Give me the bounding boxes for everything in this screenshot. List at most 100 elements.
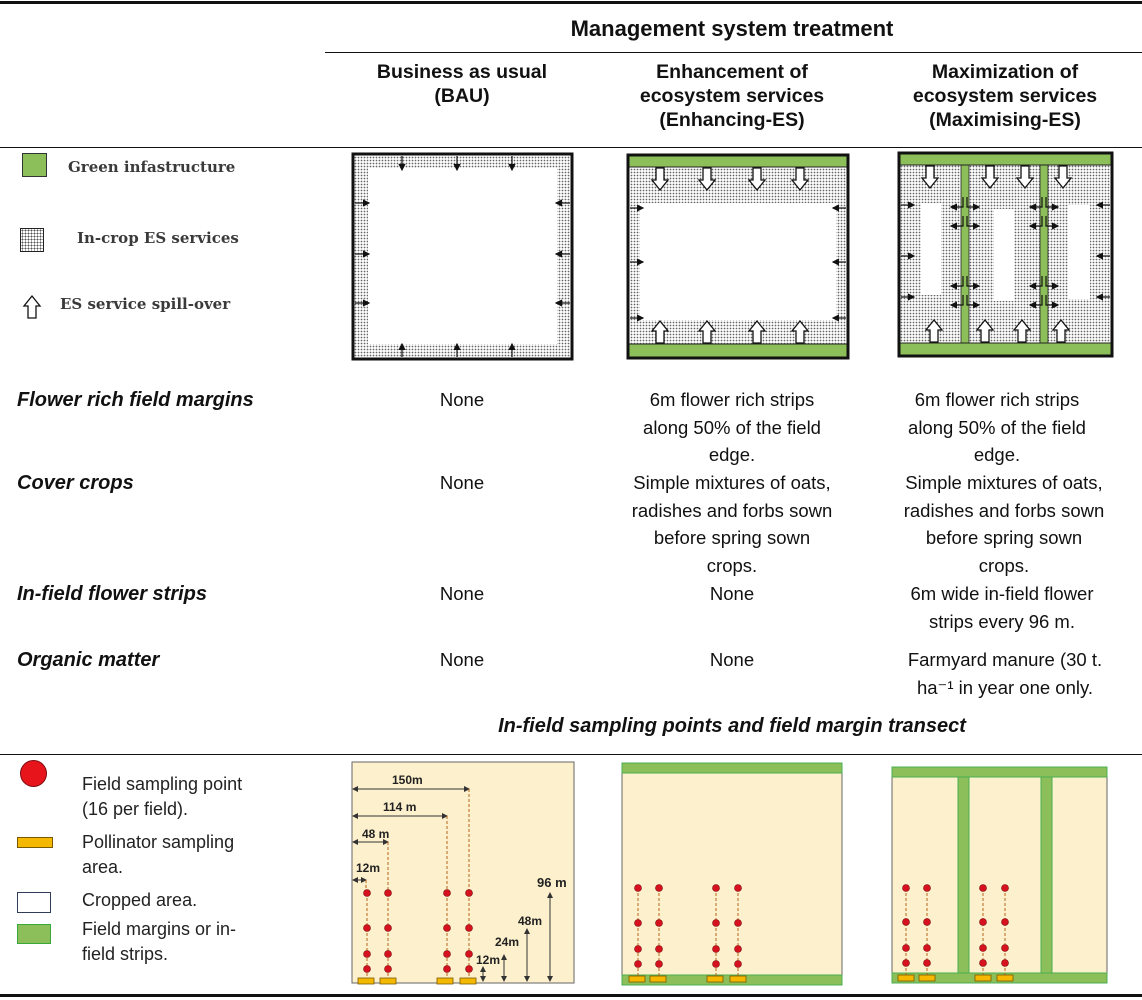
- bau-sampling-diagram: [351, 761, 575, 985]
- field-sampling-point: [443, 965, 451, 973]
- pollinator-sampling-area: [357, 977, 375, 985]
- cropped-area-swatch: [17, 892, 51, 913]
- field-sampling-point: [655, 945, 663, 953]
- header-rule: [0, 147, 1142, 148]
- pollinator-sampling-area: [897, 974, 915, 982]
- branch-arrow-icon: [966, 276, 981, 290]
- field-sampling-point: [465, 924, 473, 932]
- field-sampling-point: [363, 889, 371, 897]
- field-sampling-point: [1001, 918, 1009, 926]
- legend-field-margins: Field margins or in- field strips.: [82, 919, 237, 964]
- maximising-sampling-diagram: [891, 766, 1108, 984]
- legend-green-infrastructure: Green infastructure: [68, 158, 236, 176]
- green-infrastructure-swatch: [22, 153, 47, 177]
- field-sampling-point: [734, 919, 742, 927]
- field-sampling-point: [923, 884, 931, 892]
- dim-label-v96m: 96 m: [537, 875, 567, 890]
- field-sampling-point: [384, 950, 392, 958]
- field-sampling-point: [634, 960, 642, 968]
- cell: Farmyard manure (30 t. ha⁻¹ in year one …: [907, 649, 1103, 698]
- field-sampling-point: [1001, 884, 1009, 892]
- dim-label-v12m: 12m: [476, 953, 500, 967]
- pollinator-sampling-area: [628, 975, 646, 983]
- branch-arrow-icon: [1028, 216, 1043, 230]
- field-sampling-point: [655, 960, 663, 968]
- cell: Simple mixtures of oats, radishes and fo…: [903, 472, 1105, 576]
- pollinator-sampling-area: [379, 977, 397, 985]
- branch-arrow-icon: [1045, 295, 1060, 309]
- table-title: Management system treatment: [570, 16, 894, 41]
- dim-label-12m: 12m: [356, 861, 380, 875]
- field-sampling-point: [979, 918, 987, 926]
- cell: 6m wide in-field flower strips every 96 …: [910, 583, 1094, 632]
- branch-arrow-icon: [949, 216, 964, 230]
- field-sampling-point: [634, 884, 642, 892]
- field-sampling-point: [384, 924, 392, 932]
- branch-arrow-icon: [966, 295, 981, 309]
- field-sampling-point: [734, 960, 742, 968]
- branch-arrow-icon: [966, 216, 981, 230]
- pollinator-sampling-area: [996, 974, 1014, 982]
- field-sampling-point: [734, 884, 742, 892]
- field-sampling-point: [465, 950, 473, 958]
- bau-field-diagram: [351, 152, 574, 361]
- spill-over-arrow-icon: [23, 295, 41, 319]
- bottom-rule: [0, 994, 1142, 997]
- legend-spill-over: ES service spill-over: [60, 295, 231, 313]
- sampling-rule: [0, 754, 1142, 755]
- field-sampling-point: [363, 950, 371, 958]
- legend-pollinator-area: Pollinator sampling area.: [82, 832, 235, 877]
- field-sampling-point: [384, 965, 392, 973]
- legend-field-sampling-point: Field sampling point (16 per field).: [82, 774, 243, 819]
- branch-arrow-icon: [966, 197, 981, 211]
- column-header-maximising: Maximization of ecosystem services (Maxi…: [912, 61, 1098, 131]
- branch-arrow-icon: [1028, 295, 1043, 309]
- cell: Simple mixtures of oats, radishes and fo…: [631, 472, 833, 576]
- in-crop-es-swatch: [20, 228, 44, 252]
- dim-label-v48m: 48m: [518, 914, 542, 928]
- field-sampling-point: [465, 889, 473, 897]
- dim-label-48m: 48 m: [362, 827, 389, 841]
- title-rule: [325, 52, 1142, 53]
- pollinator-sampling-area: [729, 975, 747, 983]
- row-label-organic-matter: Organic matter: [17, 649, 160, 671]
- cell: None: [709, 583, 755, 604]
- field-sampling-point: [734, 945, 742, 953]
- field-sampling-point: [634, 919, 642, 927]
- pollinator-sampling-area: [918, 974, 936, 982]
- field-sampling-point: [384, 889, 392, 897]
- branch-arrow-icon: [1028, 197, 1043, 211]
- field-sampling-point: [902, 918, 910, 926]
- cell: None: [439, 472, 485, 493]
- cell: None: [439, 583, 485, 604]
- field-sampling-point-swatch: [20, 760, 47, 787]
- top-rule: [0, 1, 1142, 4]
- field-sampling-point: [443, 950, 451, 958]
- field-sampling-point: [655, 884, 663, 892]
- legend-cropped-area: Cropped area.: [82, 890, 198, 910]
- field-sampling-point: [1001, 944, 1009, 952]
- row-label-in-field-strips: In-field flower strips: [17, 583, 208, 605]
- field-sampling-point: [979, 959, 987, 967]
- field-sampling-point: [712, 919, 720, 927]
- field-sampling-point: [363, 924, 371, 932]
- branch-arrow-icon: [949, 295, 964, 309]
- branch-arrow-icon: [949, 276, 964, 290]
- pollinator-sampling-area: [974, 974, 992, 982]
- dim-label-v24m: 24m: [495, 935, 519, 949]
- cell: 6m flower rich strips along 50% of the f…: [643, 389, 821, 465]
- legend-in-crop-es: In-crop ES services: [77, 229, 239, 247]
- field-sampling-point: [634, 945, 642, 953]
- cell: None: [439, 649, 485, 670]
- cell: None: [439, 389, 485, 410]
- pollinator-sampling-area: [436, 977, 454, 985]
- field-sampling-point: [712, 960, 720, 968]
- enhancing-sampling-diagram: [621, 762, 843, 986]
- field-sampling-point: [923, 959, 931, 967]
- field-sampling-point: [655, 919, 663, 927]
- field-sampling-point: [712, 884, 720, 892]
- pollinator-sampling-area: [649, 975, 667, 983]
- field-sampling-point: [363, 965, 371, 973]
